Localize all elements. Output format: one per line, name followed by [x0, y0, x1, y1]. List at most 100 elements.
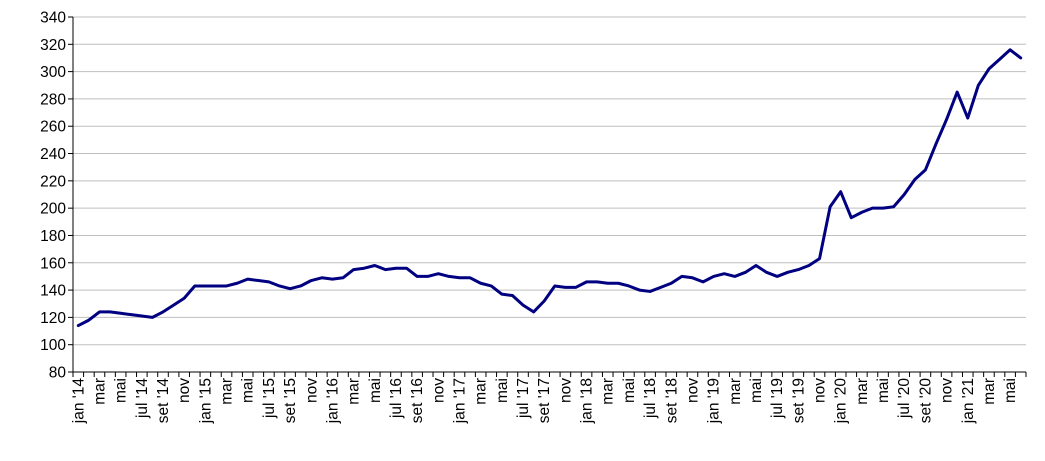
y-tick-label: 180 — [40, 228, 66, 245]
data-point — [194, 285, 196, 287]
data-point — [172, 304, 174, 306]
x-tick-label: jan '17 — [451, 378, 468, 424]
x-tick-label: nov — [939, 378, 956, 403]
data-point — [691, 277, 693, 279]
data-point — [839, 191, 841, 193]
data-point — [215, 285, 217, 287]
y-tick-label: 160 — [40, 255, 66, 272]
x-tick-label: nov — [430, 378, 447, 403]
data-point — [575, 286, 577, 288]
data-point — [892, 206, 894, 208]
x-tick-label: mar — [600, 378, 617, 405]
data-point — [501, 293, 503, 295]
data-point — [998, 58, 1000, 60]
data-point — [278, 285, 280, 287]
data-point — [342, 277, 344, 279]
x-tick-label: mai — [367, 378, 384, 403]
x-tick-label: set '16 — [409, 378, 426, 423]
x-tick-label: jan '14 — [70, 378, 87, 425]
x-tick-label: jan '19 — [706, 378, 723, 424]
data-point — [765, 271, 767, 273]
data-point — [1009, 49, 1011, 51]
data-point — [871, 207, 873, 209]
data-point — [617, 282, 619, 284]
data-point — [511, 294, 513, 296]
data-point — [988, 68, 990, 70]
y-tick-label: 140 — [40, 283, 66, 300]
y-tick-label: 100 — [40, 337, 66, 354]
x-tick-label: jan '21 — [960, 378, 977, 424]
x-tick-label: mar — [854, 378, 871, 405]
data-point — [479, 282, 481, 284]
x-tick-label: jul '14 — [134, 378, 151, 419]
data-point — [98, 311, 100, 313]
data-point — [204, 285, 206, 287]
data-point — [564, 286, 566, 288]
y-tick-label: 80 — [49, 365, 67, 382]
data-point — [321, 277, 323, 279]
y-tick-label: 340 — [40, 10, 66, 27]
data-point — [257, 279, 259, 281]
data-point — [681, 275, 683, 277]
x-tick-label: mai — [875, 378, 892, 403]
data-point — [331, 278, 333, 280]
data-point — [427, 275, 429, 277]
x-tick-label: mai — [494, 378, 511, 403]
data-point — [299, 285, 301, 287]
data-point — [787, 271, 789, 273]
data-point — [861, 211, 863, 213]
x-tick-label: mar — [473, 378, 490, 405]
x-tick-label: nov — [557, 378, 574, 403]
data-point — [649, 290, 651, 292]
data-point — [903, 193, 905, 195]
data-point — [532, 311, 534, 313]
data-point — [88, 319, 90, 321]
x-tick-label: set '14 — [155, 378, 172, 424]
y-tick-label: 240 — [40, 146, 66, 163]
x-tick-label: mar — [219, 378, 236, 405]
data-point — [967, 117, 969, 119]
data-point — [935, 143, 937, 145]
y-tick-label: 280 — [40, 91, 66, 108]
x-tick-label: jul '17 — [515, 378, 532, 419]
series-line — [76, 48, 1023, 328]
y-axis-ticks — [68, 16, 73, 373]
data-point — [247, 278, 249, 280]
x-tick-label: jan '15 — [197, 378, 214, 424]
x-tick-label: jul '19 — [769, 378, 786, 419]
x-tick-label: mai — [240, 378, 257, 403]
y-tick-label: 200 — [40, 201, 66, 218]
data-point — [712, 275, 714, 277]
x-tick-label: jul '16 — [388, 378, 405, 419]
y-tick-label: 220 — [40, 173, 66, 190]
x-tick-label: jul '15 — [261, 378, 278, 419]
data-point — [850, 217, 852, 219]
data-point — [395, 267, 397, 269]
x-tick-label: nov — [812, 378, 829, 403]
x-tick-label: nov — [176, 378, 193, 403]
data-point — [490, 285, 492, 287]
data-point — [141, 315, 143, 317]
data-point — [829, 206, 831, 208]
x-tick-label: mar — [727, 378, 744, 405]
x-tick-label: mar — [346, 378, 363, 405]
y-tick-label: 320 — [40, 37, 66, 54]
data-point — [956, 91, 958, 93]
data-point — [585, 281, 587, 283]
data-point — [945, 118, 947, 120]
data-point — [162, 311, 164, 313]
data-point — [554, 285, 556, 287]
data-point — [416, 275, 418, 277]
data-point — [734, 275, 736, 277]
x-tick-label: jan '20 — [833, 378, 850, 425]
x-tick-label: jul '20 — [896, 378, 913, 419]
y-tick-label: 120 — [40, 310, 66, 327]
x-axis-tick-labels: jan '14 mar mai jul '14 set '14 nov jan '15 mar… — [70, 378, 1019, 425]
data-point — [744, 271, 746, 273]
x-tick-label: set '20 — [917, 378, 934, 424]
data-point — [289, 288, 291, 290]
data-point — [543, 300, 545, 302]
x-tick-label: mai — [1002, 378, 1019, 403]
x-axis-ticks — [72, 372, 1027, 377]
